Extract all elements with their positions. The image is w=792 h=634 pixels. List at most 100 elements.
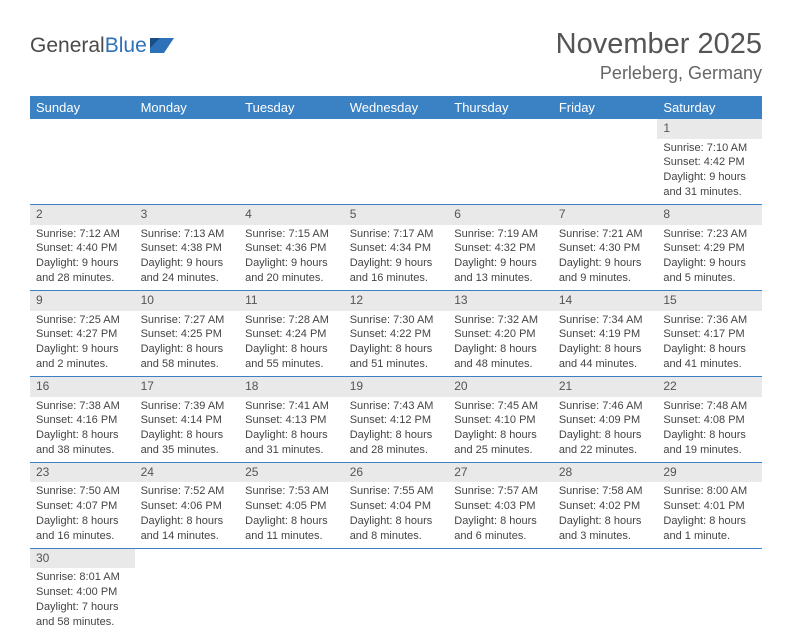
info-line: Sunset: 4:17 PM bbox=[663, 327, 756, 342]
info-line: Daylight: 8 hours bbox=[663, 342, 756, 357]
day-number: 10 bbox=[135, 291, 240, 311]
info-line: and 41 minutes. bbox=[663, 357, 756, 372]
info-line: Sunrise: 7:43 AM bbox=[350, 399, 443, 414]
info-line: and 48 minutes. bbox=[454, 357, 547, 372]
calendar-cell: 19Sunrise: 7:43 AMSunset: 4:12 PMDayligh… bbox=[344, 376, 449, 462]
info-line: Sunset: 4:12 PM bbox=[350, 413, 443, 428]
day-header: Monday bbox=[135, 96, 240, 119]
info-line: Sunrise: 7:27 AM bbox=[141, 313, 234, 328]
info-line: Sunrise: 7:10 AM bbox=[663, 141, 756, 156]
info-line: Daylight: 8 hours bbox=[663, 514, 756, 529]
info-line: and 24 minutes. bbox=[141, 271, 234, 286]
info-line: Sunrise: 7:45 AM bbox=[454, 399, 547, 414]
day-info: Sunrise: 7:23 AMSunset: 4:29 PMDaylight:… bbox=[657, 225, 762, 290]
day-number: 2 bbox=[30, 205, 135, 225]
calendar-cell: 8Sunrise: 7:23 AMSunset: 4:29 PMDaylight… bbox=[657, 204, 762, 290]
page-header: GeneralBlue November 2025 Perleberg, Ger… bbox=[30, 28, 762, 84]
info-line: Sunset: 4:24 PM bbox=[245, 327, 338, 342]
calendar-cell: 11Sunrise: 7:28 AMSunset: 4:24 PMDayligh… bbox=[239, 290, 344, 376]
info-line: Sunrise: 7:48 AM bbox=[663, 399, 756, 414]
day-info: Sunrise: 7:32 AMSunset: 4:20 PMDaylight:… bbox=[448, 311, 553, 376]
info-line: Sunrise: 8:01 AM bbox=[36, 570, 129, 585]
info-line: Daylight: 8 hours bbox=[350, 342, 443, 357]
info-line: and 13 minutes. bbox=[454, 271, 547, 286]
day-number: 29 bbox=[657, 463, 762, 483]
day-number: 9 bbox=[30, 291, 135, 311]
day-header: Friday bbox=[553, 96, 658, 119]
info-line: and 44 minutes. bbox=[559, 357, 652, 372]
info-line: Daylight: 8 hours bbox=[350, 514, 443, 529]
info-line: Sunrise: 7:17 AM bbox=[350, 227, 443, 242]
day-header: Wednesday bbox=[344, 96, 449, 119]
info-line: and 20 minutes. bbox=[245, 271, 338, 286]
info-line: and 22 minutes. bbox=[559, 443, 652, 458]
calendar-cell: 14Sunrise: 7:34 AMSunset: 4:19 PMDayligh… bbox=[553, 290, 658, 376]
calendar-cell: 20Sunrise: 7:45 AMSunset: 4:10 PMDayligh… bbox=[448, 376, 553, 462]
day-number: 15 bbox=[657, 291, 762, 311]
calendar-cell: 7Sunrise: 7:21 AMSunset: 4:30 PMDaylight… bbox=[553, 204, 658, 290]
info-line: Sunrise: 7:53 AM bbox=[245, 484, 338, 499]
info-line: Sunset: 4:36 PM bbox=[245, 241, 338, 256]
info-line: Sunrise: 7:19 AM bbox=[454, 227, 547, 242]
calendar-cell: 23Sunrise: 7:50 AMSunset: 4:07 PMDayligh… bbox=[30, 462, 135, 548]
info-line: Sunset: 4:08 PM bbox=[663, 413, 756, 428]
day-number: 22 bbox=[657, 377, 762, 397]
info-line: Daylight: 9 hours bbox=[663, 256, 756, 271]
calendar-body: 1Sunrise: 7:10 AMSunset: 4:42 PMDaylight… bbox=[30, 119, 762, 634]
day-info: Sunrise: 7:53 AMSunset: 4:05 PMDaylight:… bbox=[239, 482, 344, 547]
calendar-cell bbox=[239, 119, 344, 204]
calendar-table: SundayMondayTuesdayWednesdayThursdayFrid… bbox=[30, 96, 762, 634]
day-header: Saturday bbox=[657, 96, 762, 119]
calendar-cell bbox=[344, 548, 449, 633]
flag-icon bbox=[150, 35, 176, 55]
day-number: 12 bbox=[344, 291, 449, 311]
info-line: Sunrise: 7:34 AM bbox=[559, 313, 652, 328]
title-block: November 2025 Perleberg, Germany bbox=[556, 28, 762, 84]
info-line: Sunrise: 7:46 AM bbox=[559, 399, 652, 414]
info-line: Daylight: 8 hours bbox=[36, 428, 129, 443]
day-info: Sunrise: 7:48 AMSunset: 4:08 PMDaylight:… bbox=[657, 397, 762, 462]
info-line: Daylight: 8 hours bbox=[141, 428, 234, 443]
day-header: Thursday bbox=[448, 96, 553, 119]
day-info: Sunrise: 7:50 AMSunset: 4:07 PMDaylight:… bbox=[30, 482, 135, 547]
info-line: Daylight: 8 hours bbox=[454, 514, 547, 529]
info-line: Daylight: 8 hours bbox=[559, 342, 652, 357]
info-line: and 58 minutes. bbox=[36, 615, 129, 630]
info-line: Sunrise: 7:58 AM bbox=[559, 484, 652, 499]
calendar-cell bbox=[239, 548, 344, 633]
info-line: Sunset: 4:00 PM bbox=[36, 585, 129, 600]
info-line: Sunrise: 7:55 AM bbox=[350, 484, 443, 499]
info-line: Daylight: 8 hours bbox=[141, 514, 234, 529]
day-info: Sunrise: 7:12 AMSunset: 4:40 PMDaylight:… bbox=[30, 225, 135, 290]
info-line: Sunset: 4:01 PM bbox=[663, 499, 756, 514]
calendar-cell: 29Sunrise: 8:00 AMSunset: 4:01 PMDayligh… bbox=[657, 462, 762, 548]
calendar-cell bbox=[448, 548, 553, 633]
info-line: Daylight: 8 hours bbox=[454, 428, 547, 443]
info-line: Sunset: 4:29 PM bbox=[663, 241, 756, 256]
day-header: Sunday bbox=[30, 96, 135, 119]
info-line: Sunrise: 7:36 AM bbox=[663, 313, 756, 328]
info-line: Sunset: 4:27 PM bbox=[36, 327, 129, 342]
day-number: 20 bbox=[448, 377, 553, 397]
info-line: and 16 minutes. bbox=[350, 271, 443, 286]
calendar-cell: 3Sunrise: 7:13 AMSunset: 4:38 PMDaylight… bbox=[135, 204, 240, 290]
day-info: Sunrise: 7:41 AMSunset: 4:13 PMDaylight:… bbox=[239, 397, 344, 462]
day-number: 7 bbox=[553, 205, 658, 225]
info-line: Sunset: 4:20 PM bbox=[454, 327, 547, 342]
info-line: Sunset: 4:03 PM bbox=[454, 499, 547, 514]
info-line: Sunset: 4:05 PM bbox=[245, 499, 338, 514]
day-number: 28 bbox=[553, 463, 658, 483]
info-line: and 51 minutes. bbox=[350, 357, 443, 372]
location-label: Perleberg, Germany bbox=[556, 63, 762, 84]
day-info: Sunrise: 7:19 AMSunset: 4:32 PMDaylight:… bbox=[448, 225, 553, 290]
info-line: Sunrise: 7:25 AM bbox=[36, 313, 129, 328]
calendar-cell bbox=[344, 119, 449, 204]
calendar-cell: 4Sunrise: 7:15 AMSunset: 4:36 PMDaylight… bbox=[239, 204, 344, 290]
day-number: 27 bbox=[448, 463, 553, 483]
info-line: and 19 minutes. bbox=[663, 443, 756, 458]
day-number: 16 bbox=[30, 377, 135, 397]
day-header: Tuesday bbox=[239, 96, 344, 119]
calendar-cell: 26Sunrise: 7:55 AMSunset: 4:04 PMDayligh… bbox=[344, 462, 449, 548]
day-number: 17 bbox=[135, 377, 240, 397]
day-number: 1 bbox=[657, 119, 762, 139]
